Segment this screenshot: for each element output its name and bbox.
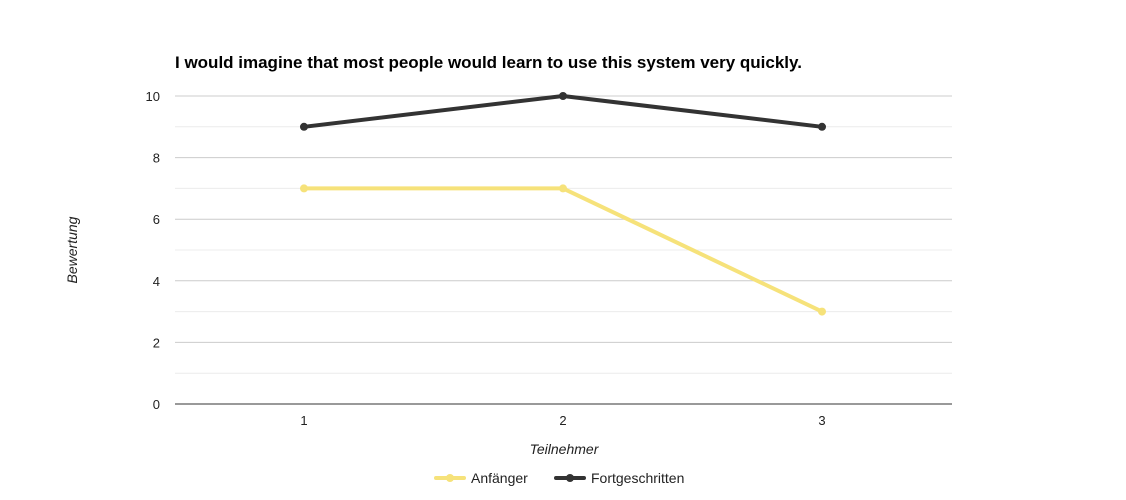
y-tick-label: 10 bbox=[146, 89, 160, 104]
series-lines bbox=[300, 92, 826, 316]
legend-label: Fortgeschritten bbox=[591, 470, 684, 486]
legend-swatch-point bbox=[446, 474, 454, 482]
data-point bbox=[559, 92, 567, 100]
legend-label: Anfänger bbox=[471, 470, 528, 486]
y-tick-label: 0 bbox=[153, 397, 160, 412]
data-point bbox=[300, 122, 308, 131]
x-tick-label: 2 bbox=[559, 413, 566, 428]
y-tick-label: 2 bbox=[153, 335, 160, 350]
y-tick-label: 4 bbox=[153, 274, 160, 289]
chart-title: I would imagine that most people would l… bbox=[175, 53, 802, 72]
x-axis-title: Teilnehmer bbox=[530, 441, 600, 457]
legend-swatch-point bbox=[566, 474, 574, 482]
data-point bbox=[818, 122, 826, 131]
grid-lines bbox=[175, 95, 952, 374]
series-line-1 bbox=[302, 94, 824, 129]
x-tick-label: 1 bbox=[300, 413, 307, 428]
data-point bbox=[300, 184, 308, 193]
data-point bbox=[818, 307, 826, 316]
y-axis-title: Bewertung bbox=[64, 216, 80, 283]
data-point bbox=[559, 184, 567, 193]
legend: Anfänger Fortgeschritten bbox=[434, 470, 684, 486]
x-tick-label: 3 bbox=[818, 413, 825, 428]
y-tick-label: 8 bbox=[153, 151, 160, 166]
y-tick-label: 6 bbox=[153, 212, 160, 227]
